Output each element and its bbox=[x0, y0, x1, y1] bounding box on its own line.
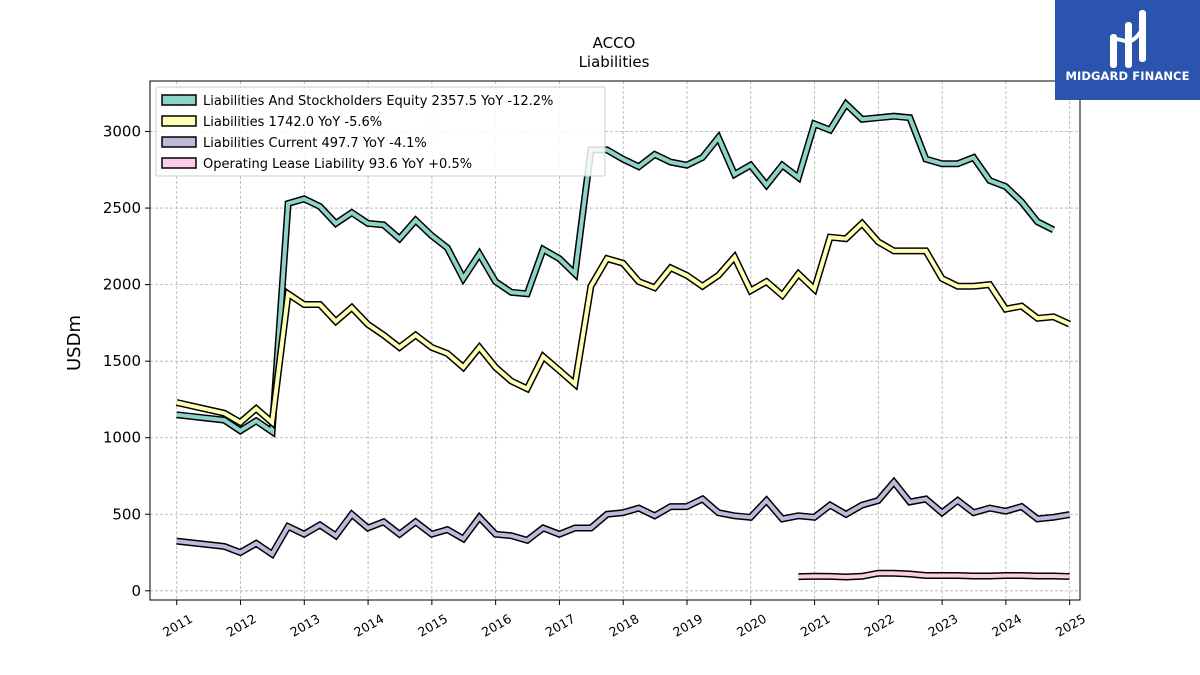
y-axis-label: USDm bbox=[64, 315, 85, 371]
brand-logo-icon bbox=[1110, 10, 1146, 68]
x-tick-label: 2022 bbox=[862, 611, 897, 640]
y-tick-label: 3000 bbox=[103, 123, 141, 141]
legend-swatch bbox=[161, 115, 197, 127]
series-lines bbox=[175, 98, 1071, 581]
y-tick-label: 0 bbox=[131, 582, 141, 600]
y-tick-label: 2000 bbox=[103, 276, 141, 294]
x-tick-label: 2018 bbox=[606, 611, 641, 640]
y-tick-label: 1000 bbox=[103, 429, 141, 447]
y-tick-label: 2500 bbox=[103, 199, 141, 217]
axis-ticks: 0 500 1000 1500 2000 2500 3000 2011 2012 2013 2014… bbox=[103, 123, 1088, 640]
legend-label: Liabilities 1742.0 YoY -5.6% bbox=[203, 115, 382, 130]
y-tick-label: 1500 bbox=[103, 352, 141, 370]
x-tick-label: 2025 bbox=[1053, 611, 1088, 640]
x-tick-label: 2020 bbox=[734, 611, 769, 640]
x-tick-label: 2014 bbox=[351, 611, 386, 640]
x-tick-label: 2011 bbox=[160, 611, 195, 640]
series-line bbox=[798, 571, 1070, 580]
x-tick-label: 2013 bbox=[288, 611, 323, 640]
x-tick-label: 2016 bbox=[479, 611, 514, 640]
x-tick-label: 2021 bbox=[798, 611, 833, 640]
brand-name: MIDGARD FINANCE bbox=[1065, 69, 1190, 83]
legend-swatch bbox=[161, 136, 197, 148]
series-line bbox=[176, 100, 1055, 436]
series-line bbox=[176, 220, 1071, 427]
legend: Liabilities And Stockholders Equity 2357… bbox=[155, 86, 606, 177]
plot-frame bbox=[149, 80, 1081, 601]
legend-box bbox=[155, 86, 606, 177]
series-line bbox=[176, 478, 1070, 557]
x-tick-label: 2023 bbox=[925, 611, 960, 640]
x-tick-label: 2019 bbox=[670, 611, 705, 640]
chart-subtitle: Liabilities bbox=[579, 53, 650, 71]
legend-swatch bbox=[161, 94, 197, 106]
legend-label: Operating Lease Liability 93.6 YoY +0.5% bbox=[203, 157, 472, 172]
x-tick-label: 2017 bbox=[543, 611, 578, 640]
legend-swatch bbox=[161, 157, 197, 169]
chart-title: ACCO bbox=[593, 34, 636, 52]
x-tick-label: 2015 bbox=[415, 611, 450, 640]
x-tick-label: 2012 bbox=[224, 611, 259, 640]
legend-label: Liabilities Current 497.7 YoY -4.1% bbox=[203, 136, 427, 151]
x-tick-label: 2024 bbox=[989, 611, 1024, 640]
brand-logo: MIDGARD FINANCE bbox=[1055, 0, 1200, 100]
y-tick-label: 500 bbox=[112, 505, 141, 523]
legend-label: Liabilities And Stockholders Equity 2357… bbox=[203, 94, 553, 109]
